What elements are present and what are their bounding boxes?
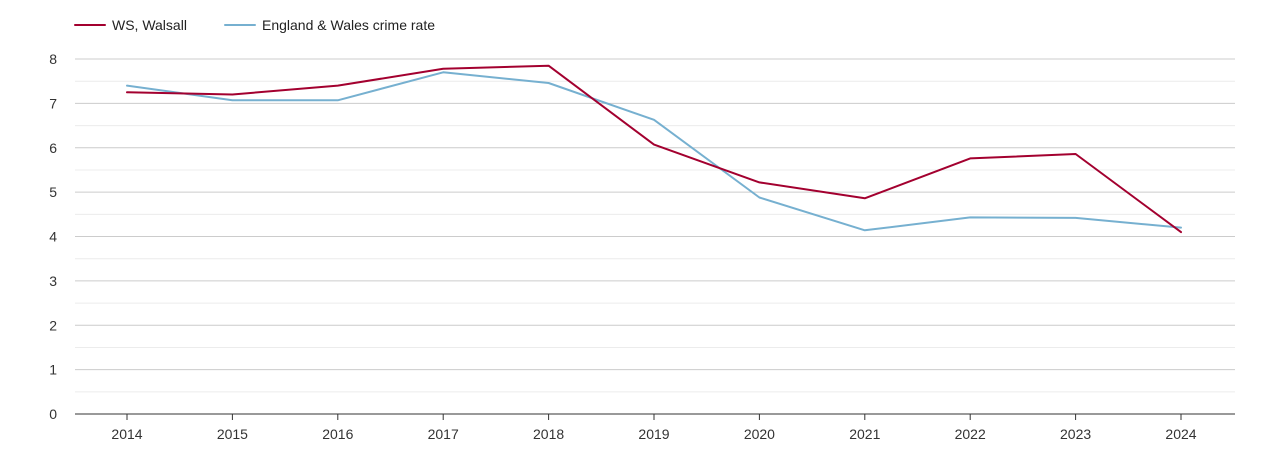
y-tick-label: 7 xyxy=(49,95,57,111)
data-series xyxy=(126,64,1182,234)
x-tick-label: 2020 xyxy=(744,426,775,442)
y-tick-label: 1 xyxy=(49,362,57,378)
x-tick-label: 2017 xyxy=(428,426,459,442)
x-tick-label: 2022 xyxy=(955,426,986,442)
y-tick-label: 8 xyxy=(49,51,57,67)
series-line-walsall xyxy=(126,64,1182,234)
y-tick-label: 5 xyxy=(49,184,57,200)
y-tick-label: 6 xyxy=(49,140,57,156)
x-tick-label: 2018 xyxy=(533,426,564,442)
x-tick-label: 2019 xyxy=(638,426,669,442)
axes: 0 1 2 3 4 5 6 7 8 2014 2015 2016 2017 2018 2019 2020 202… xyxy=(49,51,1235,442)
y-tick-label: 4 xyxy=(49,229,57,245)
legend: WS, Walsall England & Wales crime rate xyxy=(74,17,435,33)
x-tick-label: 2016 xyxy=(322,426,353,442)
x-tick-label: 2023 xyxy=(1060,426,1091,442)
x-tick-label: 2024 xyxy=(1165,426,1196,442)
y-tick-label: 0 xyxy=(49,406,57,422)
gridlines xyxy=(75,58,1235,393)
y-tick-label: 2 xyxy=(49,317,57,333)
legend-label-walsall: WS, Walsall xyxy=(112,17,187,33)
x-tick-label: 2021 xyxy=(849,426,880,442)
series-line-england-wales xyxy=(126,71,1182,232)
legend-label-england-wales: England & Wales crime rate xyxy=(262,17,435,33)
x-tick-label: 2015 xyxy=(217,426,248,442)
x-tick-label: 2014 xyxy=(111,426,142,442)
y-tick-label: 3 xyxy=(49,273,57,289)
